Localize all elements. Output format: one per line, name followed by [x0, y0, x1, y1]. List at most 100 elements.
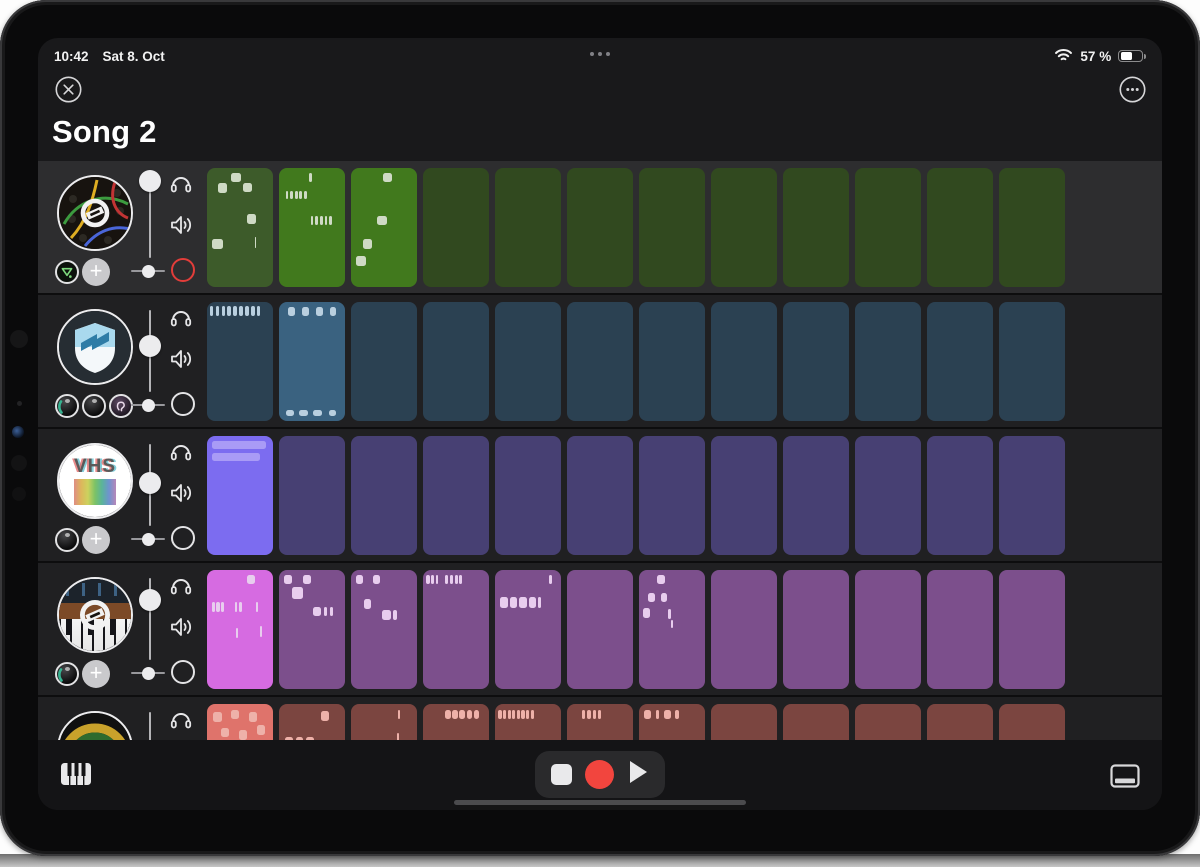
- clip-cell[interactable]: [351, 436, 417, 555]
- clip-cell[interactable]: [999, 704, 1065, 740]
- clip-cell[interactable]: [639, 436, 705, 555]
- clip-cell[interactable]: [567, 570, 633, 689]
- clip-cell[interactable]: [927, 436, 993, 555]
- volume-slider[interactable]: [149, 176, 151, 258]
- clip-cell[interactable]: [927, 168, 993, 287]
- keyboard-button[interactable]: [60, 762, 92, 791]
- clip-cell[interactable]: [711, 302, 777, 421]
- volume-slider-thumb[interactable]: [139, 335, 161, 358]
- clip-cell[interactable]: [495, 436, 561, 555]
- volume-slider-thumb[interactable]: [139, 471, 161, 494]
- knob-arc-button[interactable]: [55, 662, 79, 686]
- clip-cell[interactable]: [927, 704, 993, 740]
- clip-cell[interactable]: [783, 570, 849, 689]
- home-indicator[interactable]: [454, 799, 746, 805]
- clip-cell[interactable]: [567, 436, 633, 555]
- clip-cell[interactable]: [855, 436, 921, 555]
- clip-cell[interactable]: [351, 570, 417, 689]
- headphones-icon[interactable]: [169, 306, 193, 333]
- clip-cell[interactable]: [423, 570, 489, 689]
- clip-cell[interactable]: [999, 168, 1065, 287]
- knob-arc-button[interactable]: [55, 394, 79, 418]
- clip-cell[interactable]: [639, 570, 705, 689]
- track-avatar-piano-logo-icon[interactable]: [57, 577, 133, 653]
- clip-cell[interactable]: [207, 168, 273, 287]
- clip-cell[interactable]: [567, 704, 633, 740]
- triangle-midi-button[interactable]: [55, 260, 79, 284]
- headphones-icon[interactable]: [169, 708, 193, 735]
- pan-slider[interactable]: [131, 532, 165, 546]
- track-avatar-modular-synth-icon[interactable]: [57, 175, 133, 251]
- knob-ear-button[interactable]: [109, 394, 133, 418]
- clip-cell[interactable]: [711, 570, 777, 689]
- clip-cell[interactable]: [423, 704, 489, 740]
- clip-cell[interactable]: [351, 302, 417, 421]
- volume-slider-thumb[interactable]: [139, 169, 161, 192]
- speaker-icon[interactable]: [168, 214, 194, 241]
- more-options-button[interactable]: [1119, 76, 1146, 103]
- speaker-icon[interactable]: [168, 482, 194, 509]
- clip-cell[interactable]: [351, 704, 417, 740]
- speaker-icon[interactable]: [168, 348, 194, 375]
- clip-cell[interactable]: [279, 436, 345, 555]
- track-avatar-shield-icon[interactable]: [57, 309, 133, 385]
- clip-cell[interactable]: [207, 704, 273, 740]
- clip-cell[interactable]: [567, 302, 633, 421]
- clip-cell[interactable]: [927, 302, 993, 421]
- pan-slider-thumb[interactable]: [141, 666, 155, 680]
- clip-cell[interactable]: [999, 436, 1065, 555]
- clip-cell[interactable]: [783, 436, 849, 555]
- clip-cell[interactable]: [351, 168, 417, 287]
- clip-cell[interactable]: [855, 302, 921, 421]
- pan-slider-thumb[interactable]: [141, 398, 155, 412]
- minimize-button[interactable]: [1110, 764, 1140, 793]
- pan-slider-thumb[interactable]: [141, 532, 155, 546]
- volume-slider[interactable]: [149, 712, 151, 740]
- clip-cell[interactable]: [999, 570, 1065, 689]
- headphones-icon[interactable]: [169, 440, 193, 467]
- add-button[interactable]: [82, 660, 110, 688]
- track-avatar-rainbow-arc-icon[interactable]: [57, 711, 133, 740]
- clip-cell[interactable]: [711, 436, 777, 555]
- clip-cell[interactable]: [423, 436, 489, 555]
- multitask-indicator[interactable]: [590, 52, 610, 56]
- add-button[interactable]: [82, 258, 110, 286]
- clip-cell[interactable]: [999, 302, 1065, 421]
- clip-cell[interactable]: [783, 704, 849, 740]
- clip-cell[interactable]: [495, 704, 561, 740]
- close-button[interactable]: [55, 76, 82, 103]
- clip-cell[interactable]: [423, 168, 489, 287]
- clip-cell[interactable]: [711, 168, 777, 287]
- clip-cell[interactable]: [423, 302, 489, 421]
- headphones-icon[interactable]: [169, 574, 193, 601]
- clip-cell[interactable]: [279, 704, 345, 740]
- clip-cell[interactable]: [207, 570, 273, 689]
- volume-slider-thumb[interactable]: [139, 589, 161, 612]
- clip-cell[interactable]: [279, 168, 345, 287]
- headphones-icon[interactable]: [169, 172, 193, 199]
- clip-cell[interactable]: [927, 570, 993, 689]
- pan-slider[interactable]: [131, 666, 165, 680]
- clip-cell[interactable]: [495, 570, 561, 689]
- record-arm-button[interactable]: [171, 660, 195, 684]
- play-button[interactable]: [627, 759, 649, 790]
- clip-cell[interactable]: [279, 302, 345, 421]
- volume-slider[interactable]: [149, 578, 151, 660]
- clip-cell[interactable]: [855, 704, 921, 740]
- clip-cell[interactable]: [639, 168, 705, 287]
- clip-cell[interactable]: [495, 168, 561, 287]
- add-button[interactable]: [82, 526, 110, 554]
- clip-cell[interactable]: [711, 704, 777, 740]
- clip-cell[interactable]: [639, 704, 705, 740]
- knob-button[interactable]: [55, 528, 79, 552]
- clip-cell[interactable]: [495, 302, 561, 421]
- clip-cell[interactable]: [783, 302, 849, 421]
- clip-cell[interactable]: [855, 570, 921, 689]
- record-button[interactable]: [585, 760, 614, 789]
- pan-slider-thumb[interactable]: [141, 264, 155, 278]
- clip-cell[interactable]: [855, 168, 921, 287]
- record-arm-button[interactable]: [171, 392, 195, 416]
- clip-cell[interactable]: [783, 168, 849, 287]
- clip-cell[interactable]: [639, 302, 705, 421]
- record-arm-button[interactable]: [171, 526, 195, 550]
